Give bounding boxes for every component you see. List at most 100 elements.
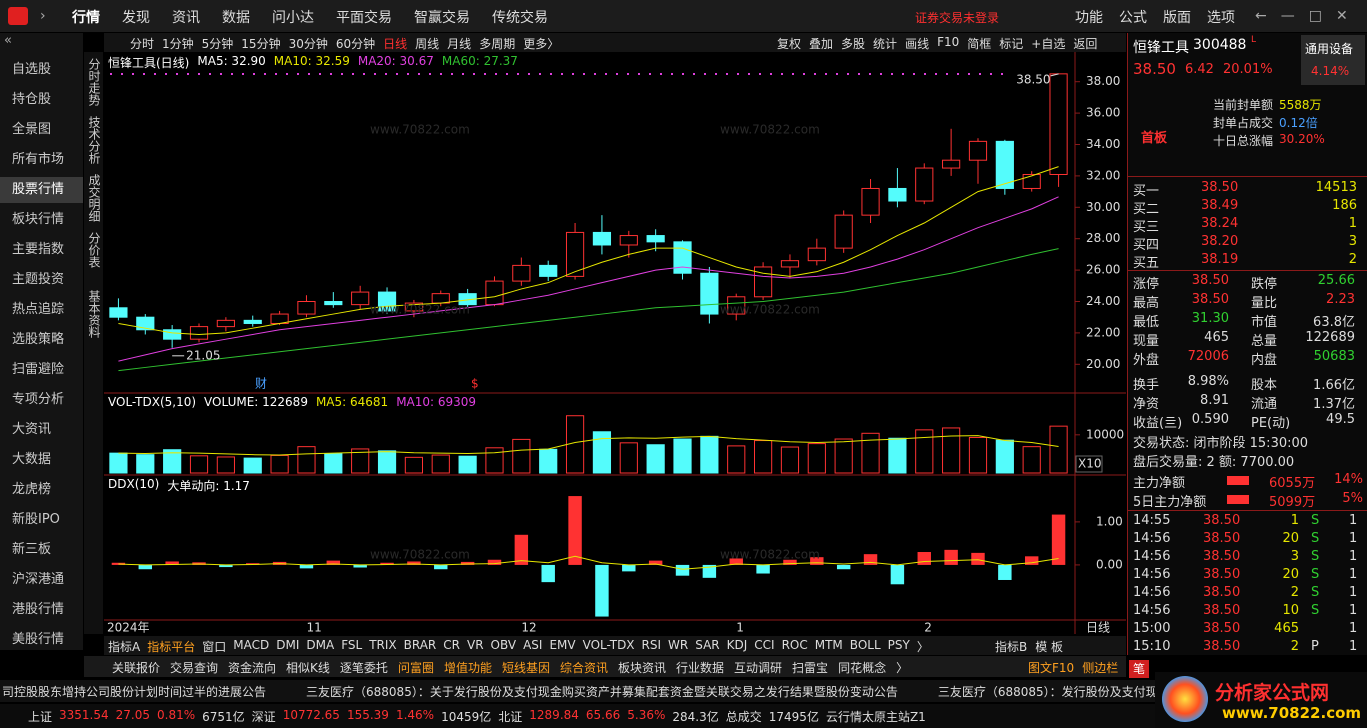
function-tab[interactable]: 同花概念 (838, 661, 887, 675)
tool-item[interactable]: 简框 (967, 37, 992, 51)
function-tab[interactable]: 侧边栏 (1082, 661, 1119, 675)
sidebar-item[interactable]: 新三板 (12, 542, 52, 557)
side-tab[interactable]: 基本资料 (87, 290, 101, 338)
indicator-tab[interactable]: MACD (233, 638, 270, 652)
sidebar-item[interactable]: 专项分析 (12, 392, 65, 407)
period-item[interactable]: 日线 (383, 37, 408, 51)
menu-item[interactable]: 功能 (1075, 10, 1103, 26)
sidebar-item[interactable]: 自选股 (12, 62, 52, 77)
sidebar-item[interactable]: 主要指数 (12, 242, 65, 257)
menu-item[interactable]: 数据 (222, 10, 250, 26)
tool-item[interactable]: 标记 (999, 37, 1024, 51)
indicator-tab[interactable]: 指标A (108, 640, 141, 654)
period-item[interactable]: 5分钟 (201, 37, 234, 51)
indicator-tab[interactable]: CR (443, 638, 460, 652)
period-item[interactable]: 分时 (130, 37, 155, 51)
sidebar-item[interactable]: 龙虎榜 (12, 482, 52, 497)
menu-item[interactable]: 选项 (1207, 10, 1235, 26)
period-item[interactable]: 60分钟 (335, 37, 376, 51)
indicator-tab[interactable]: ASI (523, 638, 543, 652)
function-tab[interactable]: 相似K线 (286, 661, 330, 675)
indicator-tab[interactable]: 模 板 (1035, 640, 1064, 654)
indicator-tab[interactable]: 窗口 (202, 640, 227, 654)
menu-item[interactable]: 问小达 (272, 10, 314, 26)
indicator-tab[interactable]: MTM (814, 638, 843, 652)
indicator-tab[interactable]: KDJ (726, 638, 748, 652)
sidebar-item[interactable]: 板块行情 (12, 212, 65, 227)
menu-item[interactable]: 行情 (72, 10, 100, 26)
indicator-tab[interactable]: SAR (695, 638, 720, 652)
sidebar-item[interactable]: 沪深港通 (12, 572, 65, 587)
function-tab[interactable]: 逐笔委托 (339, 661, 388, 675)
function-tab[interactable]: 短线基因 (501, 661, 550, 675)
tool-item[interactable]: 复权 (777, 37, 802, 51)
function-tab[interactable]: 资金流向 (228, 661, 277, 675)
indicator-tab[interactable]: PSY (887, 638, 910, 652)
function-tab[interactable]: 增值功能 (443, 661, 492, 675)
menu-item[interactable]: 平面交易 (336, 10, 392, 26)
indicator-tab[interactable]: BOLL (849, 638, 881, 652)
tool-item[interactable]: F10 (937, 35, 960, 49)
sidebar-item[interactable]: 全景图 (12, 122, 52, 137)
menu-item[interactable]: 资讯 (172, 10, 200, 26)
news-item[interactable]: 三友医疗（688085）：关于发行股份及支付现金购买资产并募集配套资金暨关联交易… (306, 685, 898, 699)
function-tab[interactable]: 交易查询 (170, 661, 219, 675)
sidebar-item[interactable]: 大数据 (12, 452, 52, 467)
menu-item[interactable]: 智赢交易 (414, 10, 470, 26)
period-item[interactable]: 1分钟 (162, 37, 194, 51)
sidebar-item[interactable]: 持仓股 (12, 92, 52, 107)
tool-item[interactable]: +自选 (1031, 37, 1066, 51)
function-tab[interactable]: 板块资讯 (618, 661, 667, 675)
tool-item[interactable]: 多股 (841, 37, 866, 51)
side-tab[interactable]: 成交明细 (87, 174, 101, 222)
function-tab[interactable]: 综合资讯 (559, 661, 608, 675)
indicator-tab[interactable]: WR (668, 638, 689, 652)
sidebar-item[interactable]: 股票行情 (0, 177, 83, 203)
side-tab[interactable]: 分价表 (87, 232, 101, 268)
indicator-tab[interactable]: VR (466, 638, 484, 652)
sidebar-item[interactable]: 大资讯 (12, 422, 52, 437)
function-tab[interactable]: 扫雷宝 (792, 661, 829, 675)
function-tab[interactable]: 图文F10 (1028, 661, 1075, 675)
function-tab[interactable]: 问富圈 (397, 661, 434, 675)
indicator-tab[interactable]: DMI (276, 638, 300, 652)
indicator-tab[interactable]: DMA (306, 638, 335, 652)
tool-item[interactable]: 叠加 (809, 37, 834, 51)
indicator-tab[interactable]: TRIX (369, 638, 397, 652)
period-item[interactable]: 月线 (447, 37, 472, 51)
indicator-tab[interactable]: OBV (490, 638, 517, 652)
period-item[interactable]: 多周期 (479, 37, 516, 51)
industry[interactable]: 通用设备 (1305, 42, 1354, 56)
function-tab[interactable]: 互动调研 (734, 661, 783, 675)
sidebar-item[interactable]: 新股IPO (12, 512, 60, 527)
period-item[interactable]: 15分钟 (241, 37, 281, 51)
sidebar-item[interactable]: 选股策略 (12, 332, 65, 347)
news-item[interactable]: 三友医疗（688085）：发行股份及支付现金 (937, 685, 1162, 699)
indicator-tab[interactable]: EMV (549, 638, 576, 652)
tool-item[interactable]: 画线 (905, 37, 930, 51)
login-status[interactable]: 证券交易未登录 (915, 11, 1000, 25)
indicator-tab[interactable]: 〉 (916, 640, 929, 654)
menu-item[interactable]: 公式 (1119, 10, 1147, 26)
tool-item[interactable]: 返回 (1073, 37, 1098, 51)
menu-item[interactable]: 发现 (122, 10, 150, 26)
menu-item[interactable]: 传统交易 (492, 10, 548, 26)
sidebar-item[interactable]: 港股行情 (12, 602, 65, 617)
sidebar-item[interactable]: 所有市场 (12, 152, 65, 167)
sidebar-item[interactable]: 热点追踪 (12, 302, 65, 317)
period-item[interactable]: 周线 (415, 37, 440, 51)
menu-item[interactable]: 版面 (1163, 10, 1191, 26)
side-tab[interactable]: 分时走势 (87, 58, 101, 106)
period-item[interactable]: 更多〉 (523, 37, 560, 51)
indicator-tab[interactable]: BRAR (403, 638, 437, 652)
tool-item[interactable]: 统计 (873, 37, 898, 51)
function-tab[interactable]: 行业数据 (676, 661, 725, 675)
side-tab[interactable]: 技术分析 (87, 116, 101, 164)
sidebar-item[interactable]: 主题投资 (12, 272, 65, 287)
indicator-tab[interactable]: RSI (641, 638, 662, 652)
indicator-tab[interactable]: FSL (341, 638, 363, 652)
indicator-tab[interactable]: CCI (754, 638, 775, 652)
sidebar-item[interactable]: 美股行情 (12, 632, 65, 647)
sidebar-item[interactable]: 扫雷避险 (12, 362, 65, 377)
function-tab[interactable]: 关联报价 (112, 661, 161, 675)
